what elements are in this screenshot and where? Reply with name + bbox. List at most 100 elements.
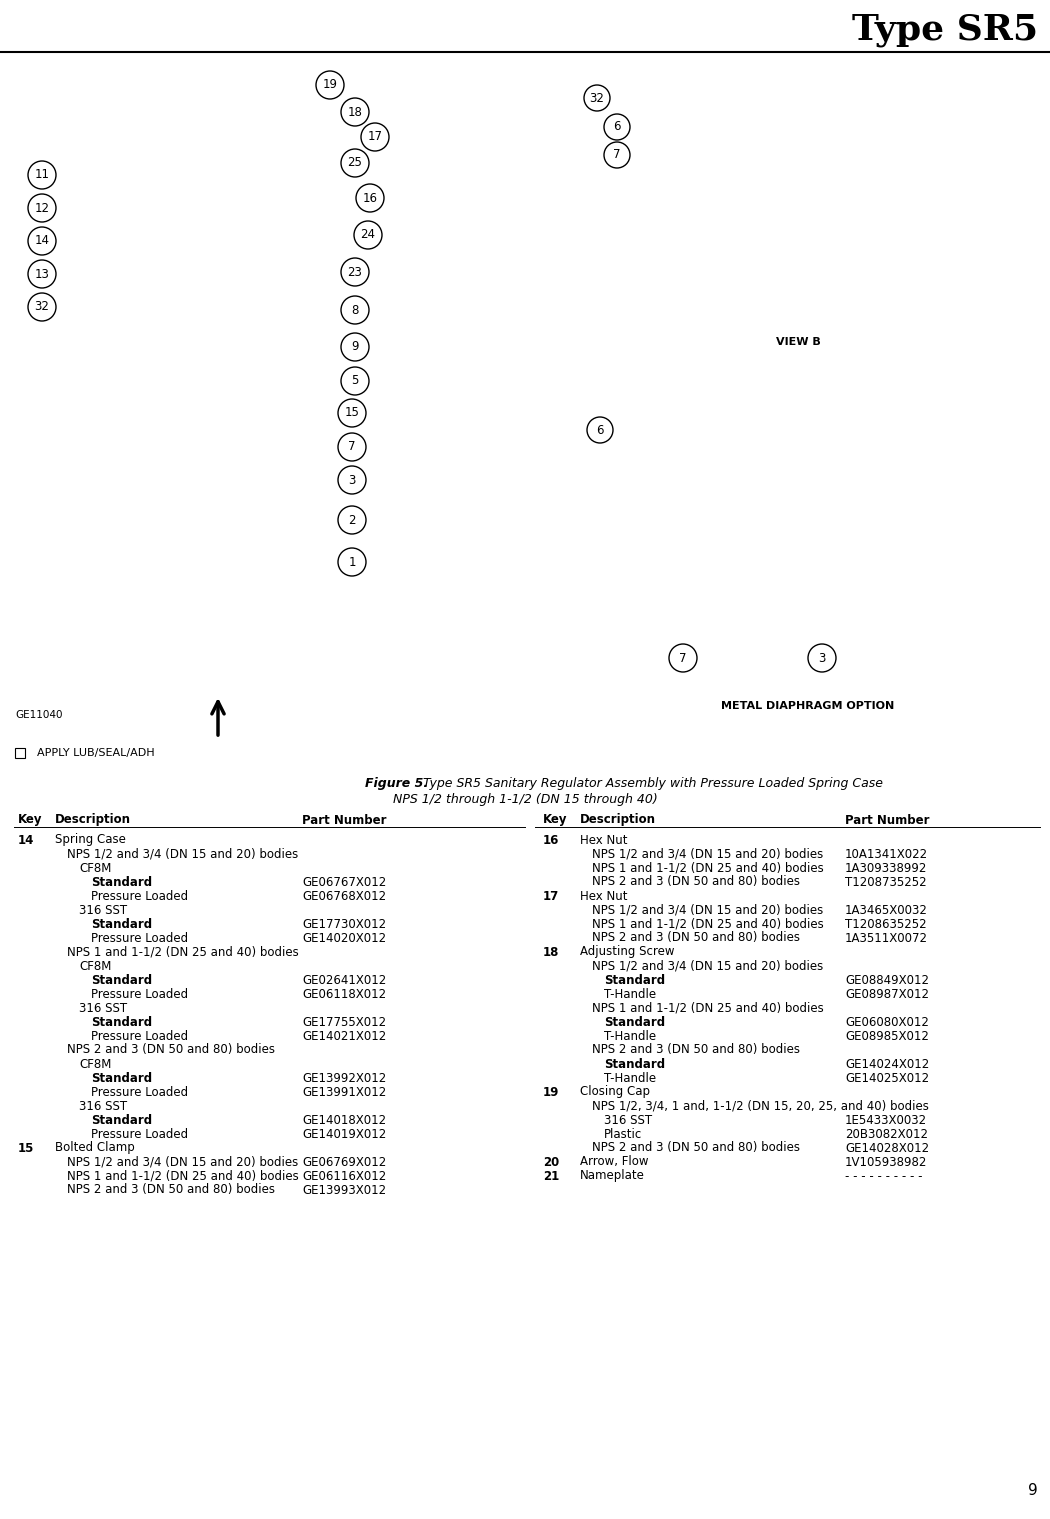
Text: GE17755X012: GE17755X012 (302, 1016, 386, 1028)
Text: - - - - - - - - - -: - - - - - - - - - - (845, 1170, 923, 1182)
Text: NPS 2 and 3 (DN 50 and 80) bodies: NPS 2 and 3 (DN 50 and 80) bodies (592, 931, 800, 945)
Text: 9: 9 (1028, 1483, 1038, 1498)
Text: 18: 18 (348, 105, 362, 118)
Text: GE14018X012: GE14018X012 (302, 1113, 386, 1127)
Text: GE06768X012: GE06768X012 (302, 890, 386, 902)
Text: VIEW B: VIEW B (776, 337, 820, 346)
Text: CF8M: CF8M (79, 861, 111, 875)
Text: 25: 25 (348, 156, 362, 170)
Text: 316 SST: 316 SST (79, 1001, 127, 1015)
Text: 3: 3 (818, 652, 825, 664)
Text: GE13992X012: GE13992X012 (302, 1071, 386, 1085)
Text: Standard: Standard (91, 1071, 152, 1085)
Text: T-Handle: T-Handle (604, 1071, 656, 1085)
Text: Hex Nut: Hex Nut (580, 890, 628, 902)
Text: NPS 1 and 1-1/2 (DN 25 and 40) bodies: NPS 1 and 1-1/2 (DN 25 and 40) bodies (67, 945, 299, 958)
Text: 24: 24 (360, 228, 376, 242)
Text: 316 SST: 316 SST (79, 1100, 127, 1112)
Text: Type SR5 Sanitary Regulator Assembly with Pressure Loaded Spring Case: Type SR5 Sanitary Regulator Assembly wit… (415, 776, 883, 790)
Text: Standard: Standard (91, 1113, 152, 1127)
Text: Closing Cap: Closing Cap (580, 1086, 650, 1098)
Text: 23: 23 (348, 266, 362, 278)
Text: NPS 2 and 3 (DN 50 and 80) bodies: NPS 2 and 3 (DN 50 and 80) bodies (67, 1183, 275, 1197)
Text: 316 SST: 316 SST (79, 904, 127, 916)
Text: Figure 5.: Figure 5. (365, 776, 428, 790)
Text: Nameplate: Nameplate (580, 1170, 645, 1182)
Text: 16: 16 (543, 834, 560, 846)
Text: 19: 19 (543, 1086, 560, 1098)
Text: GE13991X012: GE13991X012 (302, 1086, 386, 1098)
Text: 19: 19 (322, 79, 337, 91)
Text: Pressure Loaded: Pressure Loaded (91, 1030, 188, 1042)
Text: Adjusting Screw: Adjusting Screw (580, 945, 674, 958)
Text: T1208635252: T1208635252 (845, 917, 926, 931)
Text: 8: 8 (352, 304, 359, 316)
Text: NPS 1 and 1-1/2 (DN 25 and 40) bodies: NPS 1 and 1-1/2 (DN 25 and 40) bodies (67, 1170, 299, 1182)
Text: GE06769X012: GE06769X012 (302, 1156, 386, 1168)
Text: 10A1341X022: 10A1341X022 (845, 848, 928, 860)
Text: GE06767X012: GE06767X012 (302, 875, 386, 889)
Text: Description: Description (580, 814, 656, 826)
Text: 21: 21 (543, 1170, 560, 1182)
Text: NPS 1/2, 3/4, 1 and, 1-1/2 (DN 15, 20, 25, and 40) bodies: NPS 1/2, 3/4, 1 and, 1-1/2 (DN 15, 20, 2… (592, 1100, 929, 1112)
Text: GE14020X012: GE14020X012 (302, 931, 386, 945)
Text: Key: Key (543, 814, 567, 826)
Text: 1V105938982: 1V105938982 (845, 1156, 927, 1168)
Text: GE11040: GE11040 (15, 709, 63, 720)
Text: 17: 17 (368, 131, 382, 143)
Text: Key: Key (18, 814, 42, 826)
Text: NPS 2 and 3 (DN 50 and 80) bodies: NPS 2 and 3 (DN 50 and 80) bodies (592, 1141, 800, 1154)
Text: NPS 1/2 and 3/4 (DN 15 and 20) bodies: NPS 1/2 and 3/4 (DN 15 and 20) bodies (67, 1156, 298, 1168)
Text: Hex Nut: Hex Nut (580, 834, 628, 846)
Text: 11: 11 (35, 169, 49, 181)
Text: 17: 17 (543, 890, 560, 902)
Text: NPS 2 and 3 (DN 50 and 80) bodies: NPS 2 and 3 (DN 50 and 80) bodies (592, 875, 800, 889)
Text: Standard: Standard (91, 917, 152, 931)
Text: T-Handle: T-Handle (604, 1030, 656, 1042)
Text: NPS 1/2 and 3/4 (DN 15 and 20) bodies: NPS 1/2 and 3/4 (DN 15 and 20) bodies (592, 904, 823, 916)
Text: NPS 1/2 and 3/4 (DN 15 and 20) bodies: NPS 1/2 and 3/4 (DN 15 and 20) bodies (67, 848, 298, 860)
Text: Bolted Clamp: Bolted Clamp (55, 1141, 134, 1154)
Text: Part Number: Part Number (845, 814, 929, 826)
Text: 7: 7 (679, 652, 687, 664)
Text: 18: 18 (543, 945, 560, 958)
Text: Description: Description (55, 814, 131, 826)
Text: NPS 1 and 1-1/2 (DN 25 and 40) bodies: NPS 1 and 1-1/2 (DN 25 and 40) bodies (592, 1001, 824, 1015)
Text: 7: 7 (613, 149, 621, 161)
Text: 32: 32 (35, 301, 49, 313)
Text: 7: 7 (349, 441, 356, 454)
Text: 32: 32 (589, 91, 605, 105)
Text: 3: 3 (349, 474, 356, 486)
Text: Standard: Standard (604, 974, 665, 986)
Text: GE14025X012: GE14025X012 (845, 1071, 929, 1085)
Text: NPS 2 and 3 (DN 50 and 80) bodies: NPS 2 and 3 (DN 50 and 80) bodies (67, 1044, 275, 1057)
Text: Pressure Loaded: Pressure Loaded (91, 931, 188, 945)
Text: 12: 12 (35, 202, 49, 214)
Text: GE17730X012: GE17730X012 (302, 917, 386, 931)
Text: Standard: Standard (604, 1016, 665, 1028)
Text: NPS 1 and 1-1/2 (DN 25 and 40) bodies: NPS 1 and 1-1/2 (DN 25 and 40) bodies (592, 861, 824, 875)
Text: NPS 1/2 and 3/4 (DN 15 and 20) bodies: NPS 1/2 and 3/4 (DN 15 and 20) bodies (592, 960, 823, 972)
Text: 20: 20 (543, 1156, 560, 1168)
Text: GE06118X012: GE06118X012 (302, 987, 386, 1001)
Text: Pressure Loaded: Pressure Loaded (91, 1086, 188, 1098)
Text: GE08987X012: GE08987X012 (845, 987, 929, 1001)
Text: 1A309338992: 1A309338992 (845, 861, 927, 875)
Text: GE06116X012: GE06116X012 (302, 1170, 386, 1182)
Text: Pressure Loaded: Pressure Loaded (91, 987, 188, 1001)
Text: 2: 2 (349, 513, 356, 527)
Text: 15: 15 (344, 407, 359, 419)
Text: GE14021X012: GE14021X012 (302, 1030, 386, 1042)
Text: CF8M: CF8M (79, 960, 111, 972)
Text: Standard: Standard (91, 875, 152, 889)
Text: Spring Case: Spring Case (55, 834, 126, 846)
Text: Pressure Loaded: Pressure Loaded (91, 1127, 188, 1141)
Text: NPS 1/2 and 3/4 (DN 15 and 20) bodies: NPS 1/2 and 3/4 (DN 15 and 20) bodies (592, 848, 823, 860)
Text: 13: 13 (35, 267, 49, 281)
Text: GE14024X012: GE14024X012 (845, 1057, 929, 1071)
Text: T-Handle: T-Handle (604, 987, 656, 1001)
Text: Pressure Loaded: Pressure Loaded (91, 890, 188, 902)
Text: 5: 5 (352, 375, 359, 387)
Text: 316 SST: 316 SST (604, 1113, 652, 1127)
Text: 1E5433X0032: 1E5433X0032 (845, 1113, 927, 1127)
